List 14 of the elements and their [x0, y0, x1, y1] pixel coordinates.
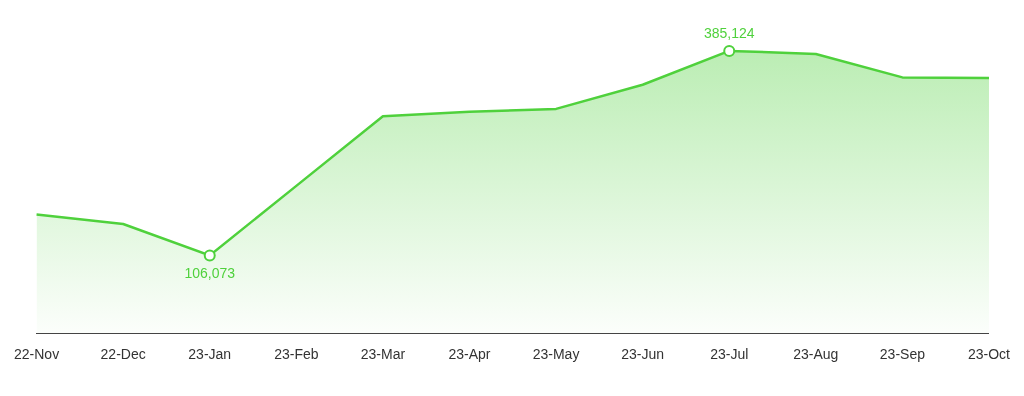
- x-tick-label: 23-Aug: [793, 346, 839, 363]
- x-tick-label: 23-Apr: [448, 346, 491, 363]
- x-tick-label: 23-Sep: [879, 346, 926, 363]
- x-tick-label: 23-Feb: [274, 346, 319, 363]
- x-tick-label: 23-May: [532, 346, 580, 363]
- x-tick-label: 22-Dec: [100, 346, 146, 363]
- x-tick-label: 23-Oct: [967, 346, 1011, 363]
- x-tick-label: 23-Mar: [360, 346, 406, 363]
- data-label: 106,073: [184, 265, 236, 282]
- x-tick-label: 23-Jul: [710, 346, 749, 363]
- data-label: 385,124: [703, 24, 755, 41]
- x-tick-label: 23-Jan: [188, 346, 232, 363]
- x-tick-label: 22-Nov: [14, 346, 60, 363]
- x-tick-label: 23-Jun: [621, 346, 665, 363]
